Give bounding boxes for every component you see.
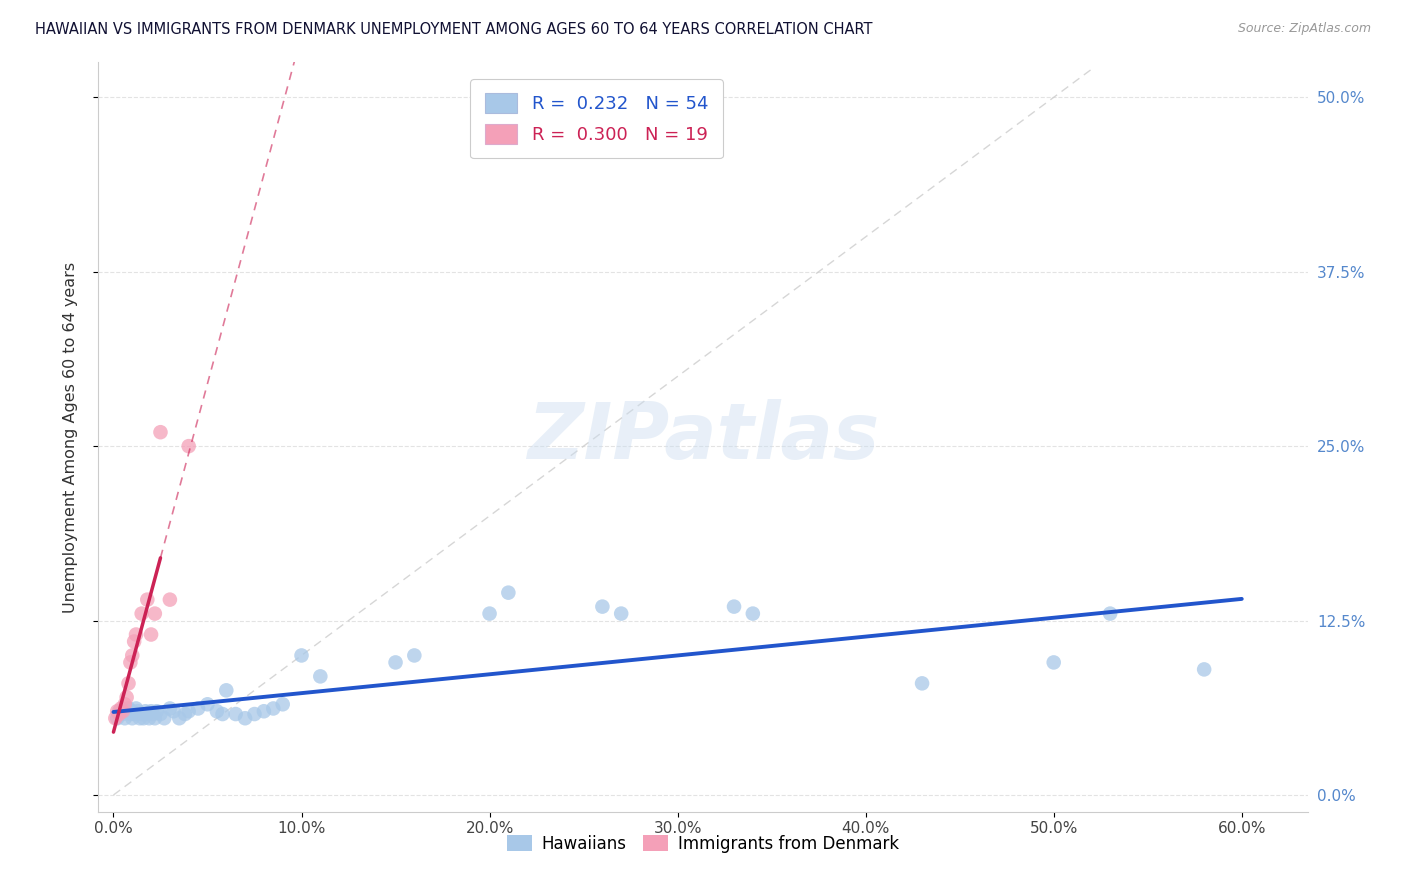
Point	[143, 711, 166, 725]
Point	[117, 701, 139, 715]
Point	[243, 707, 266, 722]
Point	[134, 704, 156, 718]
Point	[149, 707, 172, 722]
Point	[205, 704, 228, 718]
Point	[225, 707, 247, 722]
Point	[149, 425, 172, 440]
Point	[121, 711, 143, 725]
Point	[911, 676, 934, 690]
Point	[121, 648, 143, 663]
Point	[117, 676, 139, 690]
Point	[290, 648, 312, 663]
Point	[122, 634, 145, 648]
Point	[162, 704, 184, 718]
Point	[253, 704, 276, 718]
Point	[105, 704, 128, 718]
Point	[128, 711, 150, 725]
Point	[159, 701, 181, 715]
Point	[120, 656, 142, 670]
Point	[115, 704, 138, 718]
Point	[114, 698, 136, 712]
Point	[139, 704, 162, 718]
Legend: Hawaiians, Immigrants from Denmark: Hawaiians, Immigrants from Denmark	[501, 829, 905, 860]
Point	[125, 627, 148, 641]
Point	[1099, 607, 1122, 621]
Point	[111, 707, 134, 722]
Point	[121, 704, 143, 718]
Point	[197, 698, 219, 712]
Point	[262, 701, 284, 715]
Point	[174, 707, 197, 722]
Point	[143, 607, 166, 621]
Y-axis label: Unemployment Among Ages 60 to 64 years: Unemployment Among Ages 60 to 64 years	[63, 261, 77, 613]
Point	[384, 656, 406, 670]
Point	[591, 599, 613, 614]
Point	[136, 592, 159, 607]
Point	[233, 711, 256, 725]
Point	[127, 704, 149, 718]
Text: HAWAIIAN VS IMMIGRANTS FROM DENMARK UNEMPLOYMENT AMONG AGES 60 TO 64 YEARS CORRE: HAWAIIAN VS IMMIGRANTS FROM DENMARK UNEM…	[35, 22, 873, 37]
Point	[145, 704, 167, 718]
Text: ZIPatlas: ZIPatlas	[527, 399, 879, 475]
Point	[169, 711, 191, 725]
Point	[1192, 662, 1215, 676]
Text: Source: ZipAtlas.com: Source: ZipAtlas.com	[1237, 22, 1371, 36]
Point	[139, 627, 162, 641]
Point	[104, 711, 127, 725]
Point	[741, 607, 763, 621]
Point	[723, 599, 745, 614]
Point	[142, 707, 165, 722]
Point	[114, 711, 136, 725]
Point	[153, 711, 176, 725]
Point	[122, 707, 145, 722]
Point	[309, 669, 332, 683]
Point	[131, 607, 153, 621]
Point	[125, 701, 148, 715]
Point	[271, 698, 294, 712]
Point	[404, 648, 426, 663]
Point	[110, 701, 132, 715]
Point	[215, 683, 238, 698]
Point	[131, 707, 153, 722]
Point	[478, 607, 501, 621]
Point	[159, 592, 181, 607]
Point	[211, 707, 233, 722]
Point	[120, 707, 142, 722]
Point	[111, 704, 134, 718]
Point	[187, 701, 209, 715]
Point	[108, 704, 131, 718]
Point	[177, 704, 200, 718]
Point	[132, 711, 155, 725]
Point	[105, 711, 128, 725]
Point	[498, 585, 520, 599]
Point	[610, 607, 633, 621]
Point	[177, 439, 200, 453]
Point	[136, 707, 159, 722]
Point	[115, 690, 138, 705]
Point	[108, 707, 131, 722]
Point	[1042, 656, 1064, 670]
Point	[138, 711, 160, 725]
